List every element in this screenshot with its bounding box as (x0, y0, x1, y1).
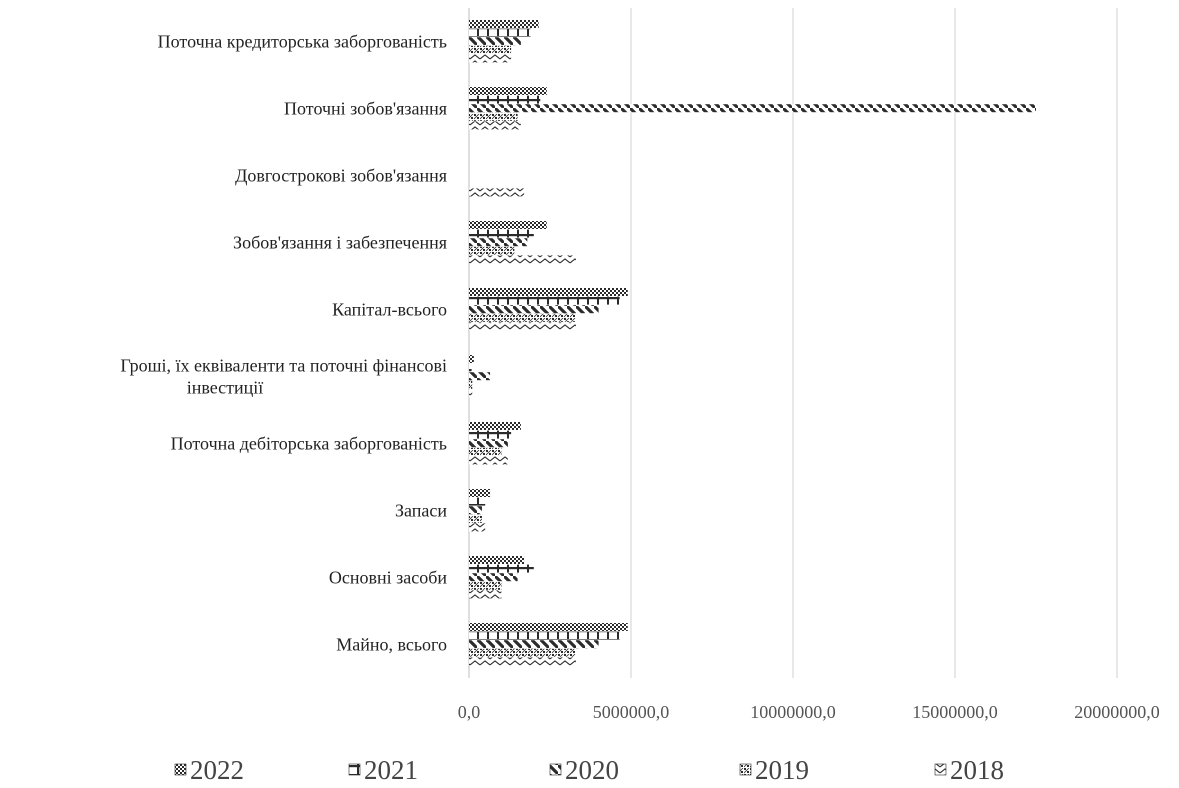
bar-2018-3 (469, 456, 508, 465)
bar-2018-5 (469, 322, 576, 331)
x-axis-ticks: 0,0 5000000,0 10000000,0 15000000,0 20000000… (458, 702, 1160, 722)
bar-2019-5 (469, 313, 576, 322)
bar-2022-2 (469, 489, 491, 497)
category-label: Майно, всього (336, 635, 447, 655)
legend-swatch-2020 (549, 763, 562, 776)
legend: 2022 2021 2020 2019 2018 (174, 755, 1004, 785)
category-label: інвестиції (187, 378, 264, 398)
bar-2021-9 (469, 28, 531, 37)
bar-2021-4 (469, 363, 472, 372)
category-label: Поточні зобов'язання (284, 99, 447, 119)
x-tick-label: 15000000,0 (912, 702, 998, 722)
legend-swatch-2019 (739, 763, 752, 776)
category-labels: Майно, всього Основні засоби Запаси Поточна… (120, 32, 447, 655)
x-tick-label: 20000000,0 (1074, 702, 1160, 722)
bar-2018-2 (469, 523, 486, 532)
legend-label-2020: 2020 (565, 755, 619, 783)
bar-2022-6 (469, 221, 547, 229)
legend-swatch-2022 (174, 763, 187, 776)
bar-2018-6 (469, 255, 576, 264)
bar-2020-3 (469, 439, 508, 448)
bar-2022-8 (469, 87, 547, 95)
bar-2021-2 (469, 497, 486, 506)
bar-2020-8 (469, 104, 1036, 113)
legend-label-2019: 2019 (755, 755, 809, 783)
bar-2020-5 (469, 305, 599, 314)
category-label: Поточна дебіторська заборгованість (171, 434, 447, 454)
bar-2022-4 (469, 355, 474, 363)
bar-2019-0 (469, 648, 576, 657)
bar-2018-4 (469, 389, 473, 398)
category-label: Гроші, їх еквіваленти та поточні фінансо… (120, 356, 447, 376)
bar-2019-6 (469, 246, 515, 255)
x-tick-label: 5000000,0 (593, 702, 670, 722)
bar-2020-4 (469, 372, 491, 381)
bar-2022-0 (469, 623, 628, 631)
bar-2019-3 (469, 447, 502, 456)
bar-2021-3 (469, 430, 512, 439)
bar-2021-1 (469, 564, 534, 573)
x-tick-label: 10000000,0 (750, 702, 836, 722)
x-tick-label: 0,0 (458, 702, 481, 722)
bar-2018-9 (469, 54, 512, 63)
bar-2021-0 (469, 631, 620, 640)
category-label: Зобов'язання і забезпечення (233, 233, 447, 253)
legend-swatch-2018 (934, 763, 947, 776)
bar-2019-4 (469, 380, 473, 389)
bar-2022-5 (469, 288, 628, 296)
legend-swatch-2021 (348, 763, 361, 776)
bar-2018-0 (469, 657, 576, 666)
bar-2020-0 (469, 640, 599, 649)
bar-2018-1 (469, 590, 502, 599)
bar-2019-2 (469, 514, 482, 523)
bar-2022-1 (469, 556, 525, 564)
bar-2021-8 (469, 95, 541, 104)
bar-2021-5 (469, 296, 620, 305)
bar-2022-9 (469, 20, 539, 28)
bars (469, 20, 1036, 666)
bar-2020-6 (469, 238, 528, 247)
legend-label-2022: 2022 (190, 755, 244, 783)
bar-2020-9 (469, 37, 521, 46)
bar-2021-6 (469, 229, 534, 238)
bar-2018-7 (469, 188, 525, 197)
bar-2020-2 (469, 506, 482, 515)
category-label: Поточна кредиторська заборгованість (158, 32, 447, 52)
legend-label-2018: 2018 (950, 755, 1004, 783)
category-label: Основні засоби (329, 568, 448, 588)
category-label: Капітал-всього (332, 300, 447, 320)
category-label: Запаси (395, 501, 447, 521)
bar-2019-9 (469, 45, 512, 54)
legend-label-2021: 2021 (364, 755, 418, 783)
bar-2019-8 (469, 112, 518, 121)
bar-2020-1 (469, 573, 518, 582)
bar-2022-3 (469, 422, 521, 430)
bar-2019-1 (469, 581, 502, 590)
category-label: Довгострокові зобов'язання (235, 166, 447, 186)
bar-2018-8 (469, 121, 521, 130)
